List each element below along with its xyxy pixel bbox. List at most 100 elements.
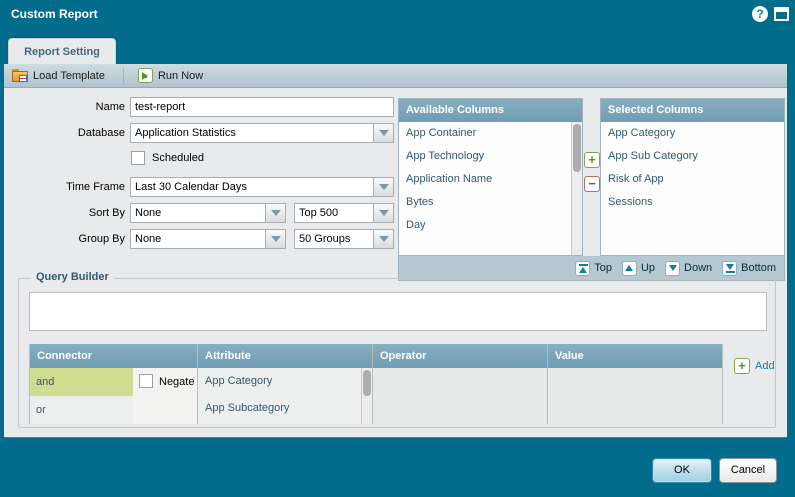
group-limit-value: 50 Groups (294, 229, 373, 249)
list-item[interactable]: Application Name (406, 173, 493, 185)
sort-limit-dropdown-trigger[interactable] (373, 203, 394, 223)
query-input[interactable] (29, 292, 767, 331)
sort-limit-select[interactable]: Top 500 (294, 203, 394, 223)
folder-icon (12, 69, 28, 82)
sort-by-value: None (130, 203, 265, 223)
value-header: Value (548, 344, 722, 368)
list-item[interactable]: App Container (406, 127, 477, 139)
arrow-top-icon (575, 260, 591, 276)
arrow-up-icon (621, 260, 637, 276)
attribute-option[interactable]: App Subcategory (205, 402, 290, 414)
database-select[interactable]: Application Statistics (130, 123, 394, 143)
value-column: Value (548, 344, 723, 424)
add-column-button[interactable]: + (584, 152, 600, 168)
plus-icon: + (734, 358, 750, 374)
selected-columns-header: Selected Columns (601, 99, 784, 122)
operator-body (373, 368, 547, 424)
move-bottom-label: Bottom (741, 262, 776, 274)
sort-by-select[interactable]: None (130, 203, 286, 223)
connector-header: Connector (30, 344, 197, 368)
ok-button[interactable]: OK (652, 458, 712, 483)
name-label: Name (95, 101, 125, 113)
negate-label: Negate (159, 376, 195, 388)
scheduled-checkbox[interactable] (131, 151, 145, 165)
value-body (548, 368, 722, 424)
connector-body: and or Negate (30, 368, 197, 424)
window-title: Custom Report (11, 7, 98, 21)
available-columns-panel: Available Columns App Container App Tech… (398, 98, 583, 256)
time-frame-dropdown-trigger[interactable] (373, 177, 394, 197)
move-top-button[interactable]: Top (575, 260, 612, 276)
name-input[interactable]: test-report (130, 97, 394, 117)
chevron-down-icon (270, 210, 281, 216)
group-by-dropdown-trigger[interactable] (265, 229, 286, 249)
run-now-label: Run Now (157, 69, 204, 82)
attribute-option[interactable]: App Category (205, 375, 273, 387)
list-item[interactable]: App Category (608, 127, 676, 139)
connector-option-and[interactable]: and (30, 368, 133, 396)
query-builder-legend: Query Builder (31, 271, 114, 283)
toolbar-separator (122, 67, 124, 84)
scrollbar[interactable] (571, 122, 582, 255)
move-top-label: Top (594, 262, 612, 274)
chevron-down-icon (270, 236, 281, 242)
list-item[interactable]: Day (406, 219, 426, 231)
scheduled-label: Scheduled (152, 152, 204, 164)
remove-column-button[interactable]: − (584, 176, 600, 192)
group-by-value: None (130, 229, 265, 249)
scrollbar-thumb[interactable] (363, 370, 371, 396)
load-template-label: Load Template (33, 69, 105, 82)
add-rule-button[interactable]: + Add (734, 358, 775, 374)
time-frame-select[interactable]: Last 30 Calendar Days (130, 177, 394, 197)
toolbar: Load Template Run Now (4, 64, 787, 88)
negate-checkbox[interactable] (139, 374, 153, 388)
attribute-body: App Category App Subcategory (198, 368, 372, 424)
dialog-content: Load Template Run Now Name test-report D… (4, 64, 787, 438)
arrow-bottom-icon (722, 260, 738, 276)
chevron-down-icon (378, 130, 389, 136)
sort-by-label: Sort By (88, 207, 125, 219)
move-down-button[interactable]: Down (665, 260, 712, 276)
chevron-down-icon (378, 210, 389, 216)
group-by-select[interactable]: None (130, 229, 286, 249)
connector-option-or[interactable]: or (30, 396, 133, 424)
sort-limit-value: Top 500 (294, 203, 373, 223)
list-item[interactable]: App Sub Category (608, 150, 698, 162)
database-value: Application Statistics (130, 123, 373, 143)
list-item[interactable]: Sessions (608, 196, 653, 208)
run-now-button[interactable]: Run Now (137, 68, 204, 83)
move-up-button[interactable]: Up (621, 260, 656, 276)
move-bottom-button[interactable]: Bottom (722, 260, 776, 276)
add-label: Add (755, 360, 775, 372)
load-template-button[interactable]: Load Template (12, 69, 105, 82)
database-label: Database (77, 127, 125, 139)
available-columns-header: Available Columns (399, 99, 582, 122)
scrollbar[interactable] (361, 368, 372, 424)
attribute-column: Attribute App Category App Subcategory (198, 344, 373, 424)
sort-by-dropdown-trigger[interactable] (265, 203, 286, 223)
time-frame-value: Last 30 Calendar Days (130, 177, 373, 197)
chevron-down-icon (378, 236, 389, 242)
query-builder-fieldset: Query Builder Connector and or Negate At… (18, 271, 776, 428)
selected-columns-panel: Selected Columns App Category App Sub Ca… (600, 98, 785, 256)
selected-columns-list: App Category App Sub Category Risk of Ap… (601, 122, 784, 255)
database-dropdown-trigger[interactable] (373, 123, 394, 143)
scrollbar-thumb[interactable] (573, 124, 581, 172)
list-item[interactable]: Bytes (406, 196, 434, 208)
cancel-button[interactable]: Cancel (719, 458, 777, 483)
arrow-down-icon (665, 260, 681, 276)
list-item[interactable]: Risk of App (608, 173, 664, 185)
group-limit-dropdown-trigger[interactable] (373, 229, 394, 249)
column-move-bar: Top Up Down Bottom (398, 256, 785, 281)
run-now-arrow-icon (137, 68, 153, 83)
chevron-down-icon (378, 184, 389, 190)
tab-report-setting[interactable]: Report Setting (8, 38, 116, 64)
operator-header: Operator (373, 344, 547, 368)
attribute-header: Attribute (198, 344, 372, 368)
move-up-label: Up (640, 262, 656, 274)
group-limit-select[interactable]: 50 Groups (294, 229, 394, 249)
available-columns-list: App Container App Technology Application… (399, 122, 582, 255)
help-icon[interactable]: ? (752, 6, 768, 22)
list-item[interactable]: App Technology (406, 150, 485, 162)
maximize-icon[interactable] (774, 7, 789, 21)
